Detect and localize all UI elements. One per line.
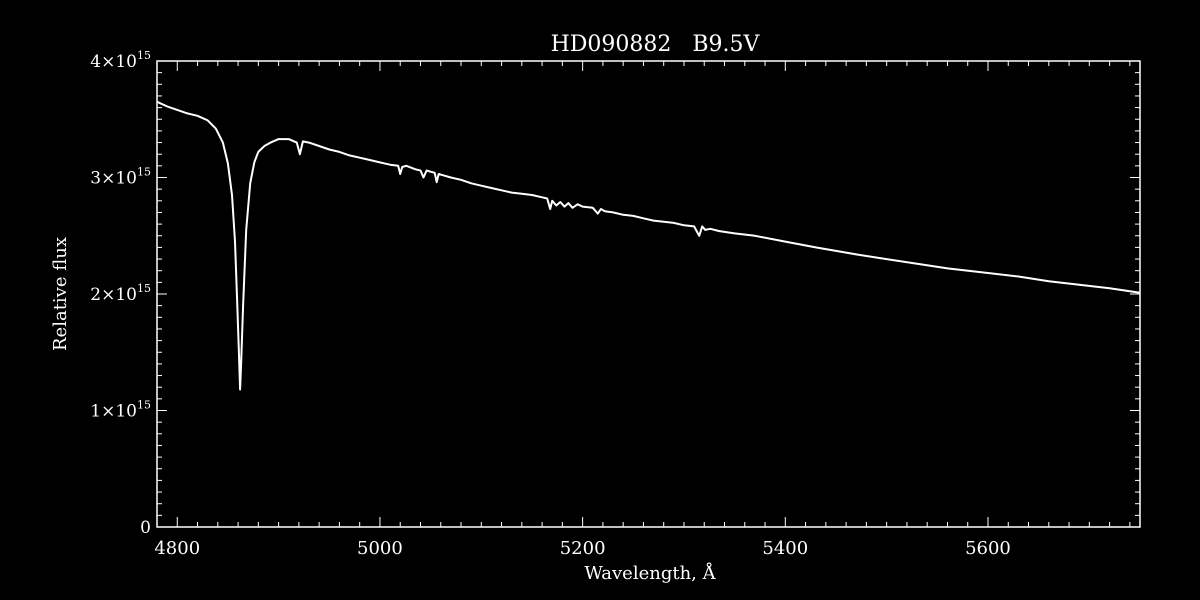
y-tick-label: 2×1015 bbox=[90, 282, 151, 305]
x-axis-label: Wavelength, Å bbox=[584, 562, 716, 584]
y-tick-label: 0 bbox=[140, 518, 151, 538]
x-tick-label: 5200 bbox=[560, 538, 606, 559]
y-tick-label: 3×1015 bbox=[90, 166, 151, 189]
x-tick-label: 5400 bbox=[762, 538, 808, 559]
axis-ticks bbox=[156, 60, 1140, 528]
chart-title: HD090882 B9.5V bbox=[551, 32, 761, 57]
spectrum-line bbox=[156, 100, 1141, 391]
y-axis-label: Relative flux bbox=[50, 237, 71, 351]
y-tick-label: 1×1015 bbox=[90, 399, 151, 422]
y-tick-labels: 0 1×1015 2×1015 3×1015 4×1015 bbox=[90, 49, 151, 538]
series-group bbox=[156, 100, 1141, 391]
y-tick-label: 4×1015 bbox=[90, 49, 151, 72]
x-tick-label: 5600 bbox=[965, 538, 1011, 559]
x-tick-label: 4800 bbox=[154, 538, 200, 559]
x-tick-label: 5000 bbox=[357, 538, 403, 559]
x-tick-labels: 4800 5000 5200 5400 5600 bbox=[154, 538, 1011, 559]
